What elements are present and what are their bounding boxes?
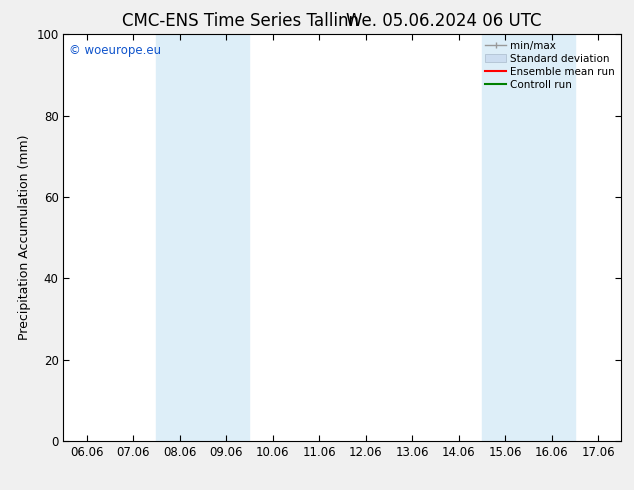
Bar (157, 34, 249, 441)
Text: We. 05.06.2024 06 UTC: We. 05.06.2024 06 UTC (346, 12, 541, 30)
Bar (482, 34, 575, 441)
Text: © woeurope.eu: © woeurope.eu (69, 45, 161, 57)
Text: CMC-ENS Time Series Tallinn: CMC-ENS Time Series Tallinn (122, 12, 359, 30)
Y-axis label: Precipitation Accumulation (mm): Precipitation Accumulation (mm) (18, 135, 30, 341)
Legend: min/max, Standard deviation, Ensemble mean run, Controll run: min/max, Standard deviation, Ensemble me… (481, 36, 619, 94)
